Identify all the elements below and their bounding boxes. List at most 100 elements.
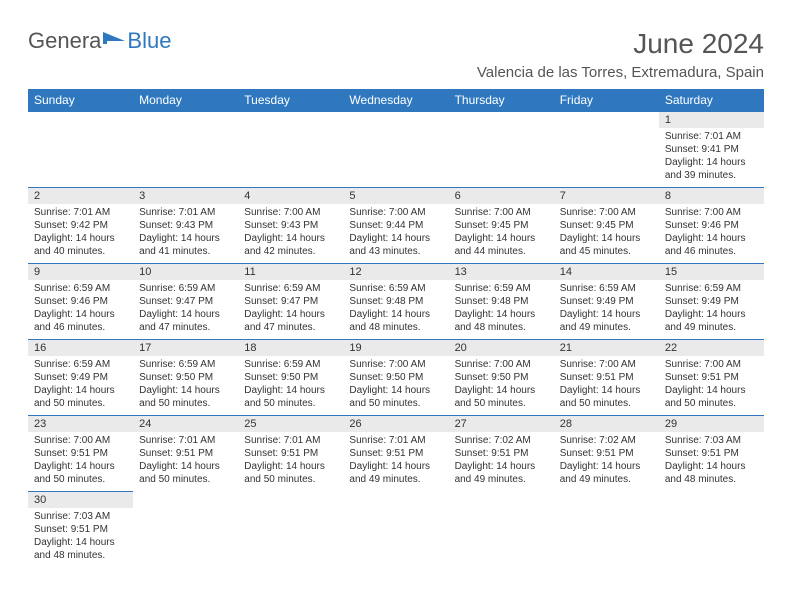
day-detail-line: and 43 minutes. xyxy=(349,245,442,258)
day-detail-line: and 50 minutes. xyxy=(560,397,653,410)
day-detail-line: Sunset: 9:46 PM xyxy=(34,295,127,308)
day-detail-line: Daylight: 14 hours xyxy=(34,460,127,473)
day-detail-line: and 41 minutes. xyxy=(139,245,232,258)
day-detail-line: Daylight: 14 hours xyxy=(665,384,758,397)
day-detail-line: and 40 minutes. xyxy=(34,245,127,258)
day-detail-line: and 48 minutes. xyxy=(34,549,127,562)
day-detail-line: Sunset: 9:51 PM xyxy=(244,447,337,460)
day-detail-line: and 45 minutes. xyxy=(560,245,653,258)
calendar-cell: 29Sunrise: 7:03 AMSunset: 9:51 PMDayligh… xyxy=(659,416,764,492)
day-header-row: Sunday Monday Tuesday Wednesday Thursday… xyxy=(28,89,764,112)
day-details: Sunrise: 7:01 AMSunset: 9:51 PMDaylight:… xyxy=(343,432,448,488)
day-number: 8 xyxy=(659,188,764,204)
day-detail-line: Sunset: 9:46 PM xyxy=(665,219,758,232)
day-number: 27 xyxy=(449,416,554,432)
calendar-cell: 4Sunrise: 7:00 AMSunset: 9:43 PMDaylight… xyxy=(238,188,343,264)
day-details: Sunrise: 7:00 AMSunset: 9:51 PMDaylight:… xyxy=(28,432,133,488)
day-detail-line: and 39 minutes. xyxy=(665,169,758,182)
day-details: Sunrise: 7:03 AMSunset: 9:51 PMDaylight:… xyxy=(28,508,133,564)
calendar-cell xyxy=(238,492,343,568)
day-detail-line: Sunset: 9:49 PM xyxy=(560,295,653,308)
day-detail-line: and 50 minutes. xyxy=(244,473,337,486)
day-detail-line: and 50 minutes. xyxy=(349,397,442,410)
day-details: Sunrise: 6:59 AMSunset: 9:47 PMDaylight:… xyxy=(133,280,238,336)
day-number: 6 xyxy=(449,188,554,204)
day-detail-line: Sunset: 9:47 PM xyxy=(244,295,337,308)
calendar-cell: 27Sunrise: 7:02 AMSunset: 9:51 PMDayligh… xyxy=(449,416,554,492)
day-number: 7 xyxy=(554,188,659,204)
day-detail-line: Daylight: 14 hours xyxy=(455,308,548,321)
calendar-cell: 20Sunrise: 7:00 AMSunset: 9:50 PMDayligh… xyxy=(449,340,554,416)
day-detail-line: Daylight: 14 hours xyxy=(139,384,232,397)
day-detail-line: Sunrise: 7:00 AM xyxy=(560,358,653,371)
day-number: 15 xyxy=(659,264,764,280)
day-details: Sunrise: 6:59 AMSunset: 9:49 PMDaylight:… xyxy=(659,280,764,336)
day-detail-line: Sunset: 9:51 PM xyxy=(349,447,442,460)
day-number: 29 xyxy=(659,416,764,432)
calendar-cell: 30Sunrise: 7:03 AMSunset: 9:51 PMDayligh… xyxy=(28,492,133,568)
calendar-cell: 1Sunrise: 7:01 AMSunset: 9:41 PMDaylight… xyxy=(659,112,764,188)
day-details: Sunrise: 6:59 AMSunset: 9:49 PMDaylight:… xyxy=(554,280,659,336)
calendar-cell: 23Sunrise: 7:00 AMSunset: 9:51 PMDayligh… xyxy=(28,416,133,492)
day-detail-line: and 50 minutes. xyxy=(139,397,232,410)
calendar-table: Sunday Monday Tuesday Wednesday Thursday… xyxy=(28,89,764,568)
calendar-cell: 22Sunrise: 7:00 AMSunset: 9:51 PMDayligh… xyxy=(659,340,764,416)
calendar-week-row: 30Sunrise: 7:03 AMSunset: 9:51 PMDayligh… xyxy=(28,492,764,568)
calendar-cell xyxy=(554,492,659,568)
day-number: 2 xyxy=(28,188,133,204)
logo-flag-icon xyxy=(103,32,125,46)
day-number: 26 xyxy=(343,416,448,432)
day-detail-line: Sunset: 9:44 PM xyxy=(349,219,442,232)
day-detail-line: Daylight: 14 hours xyxy=(244,384,337,397)
day-details: Sunrise: 7:00 AMSunset: 9:51 PMDaylight:… xyxy=(554,356,659,412)
day-detail-line: Sunrise: 6:59 AM xyxy=(349,282,442,295)
calendar-cell: 8Sunrise: 7:00 AMSunset: 9:46 PMDaylight… xyxy=(659,188,764,264)
month-title: June 2024 xyxy=(477,28,764,60)
day-detail-line: Sunrise: 7:00 AM xyxy=(665,206,758,219)
day-detail-line: Sunrise: 7:03 AM xyxy=(665,434,758,447)
day-details: Sunrise: 7:00 AMSunset: 9:44 PMDaylight:… xyxy=(343,204,448,260)
day-detail-line: Sunrise: 6:59 AM xyxy=(139,282,232,295)
day-number: 5 xyxy=(343,188,448,204)
day-detail-line: Sunset: 9:50 PM xyxy=(139,371,232,384)
day-detail-line: Sunset: 9:51 PM xyxy=(665,371,758,384)
day-details: Sunrise: 7:03 AMSunset: 9:51 PMDaylight:… xyxy=(659,432,764,488)
calendar-cell: 12Sunrise: 6:59 AMSunset: 9:48 PMDayligh… xyxy=(343,264,448,340)
day-detail-line: and 44 minutes. xyxy=(455,245,548,258)
day-detail-line: Sunrise: 7:01 AM xyxy=(139,206,232,219)
day-details: Sunrise: 7:00 AMSunset: 9:43 PMDaylight:… xyxy=(238,204,343,260)
day-detail-line: Sunrise: 7:01 AM xyxy=(139,434,232,447)
day-detail-line: Daylight: 14 hours xyxy=(349,384,442,397)
day-detail-line: Daylight: 14 hours xyxy=(560,460,653,473)
day-number: 22 xyxy=(659,340,764,356)
calendar-week-row: 9Sunrise: 6:59 AMSunset: 9:46 PMDaylight… xyxy=(28,264,764,340)
day-details: Sunrise: 7:01 AMSunset: 9:51 PMDaylight:… xyxy=(133,432,238,488)
day-number: 11 xyxy=(238,264,343,280)
day-number: 18 xyxy=(238,340,343,356)
calendar-week-row: 23Sunrise: 7:00 AMSunset: 9:51 PMDayligh… xyxy=(28,416,764,492)
day-detail-line: Daylight: 14 hours xyxy=(34,232,127,245)
day-number: 20 xyxy=(449,340,554,356)
day-number: 19 xyxy=(343,340,448,356)
day-detail-line: Sunset: 9:51 PM xyxy=(455,447,548,460)
calendar-week-row: 16Sunrise: 6:59 AMSunset: 9:49 PMDayligh… xyxy=(28,340,764,416)
day-detail-line: Sunrise: 7:01 AM xyxy=(34,206,127,219)
day-header: Saturday xyxy=(659,89,764,112)
day-details: Sunrise: 6:59 AMSunset: 9:46 PMDaylight:… xyxy=(28,280,133,336)
day-detail-line: Sunrise: 6:59 AM xyxy=(34,358,127,371)
calendar-cell: 19Sunrise: 7:00 AMSunset: 9:50 PMDayligh… xyxy=(343,340,448,416)
day-detail-line: Sunset: 9:47 PM xyxy=(139,295,232,308)
day-detail-line: and 48 minutes. xyxy=(349,321,442,334)
day-detail-line: Sunset: 9:51 PM xyxy=(665,447,758,460)
day-details: Sunrise: 7:01 AMSunset: 9:43 PMDaylight:… xyxy=(133,204,238,260)
day-detail-line: Sunset: 9:50 PM xyxy=(244,371,337,384)
day-detail-line: Sunset: 9:45 PM xyxy=(560,219,653,232)
calendar-cell: 15Sunrise: 6:59 AMSunset: 9:49 PMDayligh… xyxy=(659,264,764,340)
day-number: 1 xyxy=(659,112,764,128)
calendar-cell: 6Sunrise: 7:00 AMSunset: 9:45 PMDaylight… xyxy=(449,188,554,264)
day-detail-line: and 50 minutes. xyxy=(34,397,127,410)
day-detail-line: Daylight: 14 hours xyxy=(139,460,232,473)
calendar-cell: 5Sunrise: 7:00 AMSunset: 9:44 PMDaylight… xyxy=(343,188,448,264)
day-detail-line: and 47 minutes. xyxy=(244,321,337,334)
day-header: Thursday xyxy=(449,89,554,112)
